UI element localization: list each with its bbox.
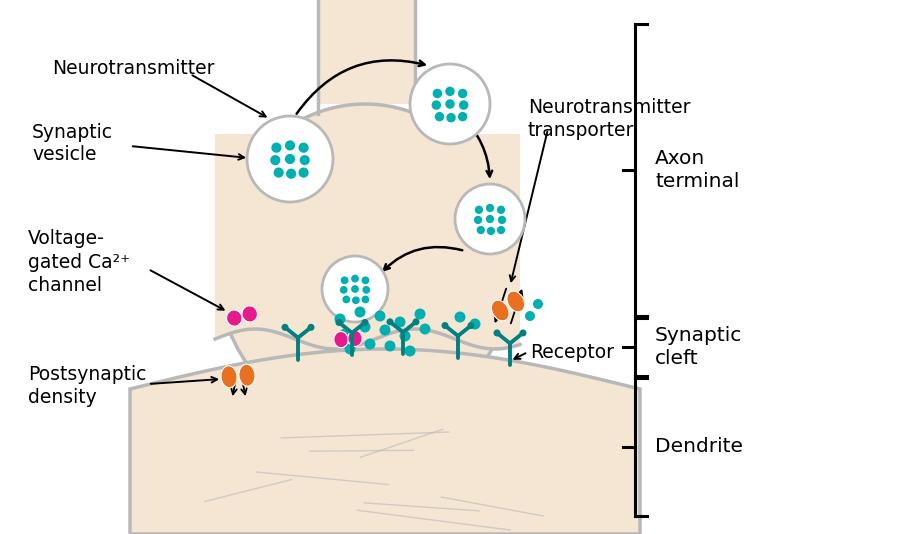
Circle shape	[339, 328, 350, 340]
Polygon shape	[318, 0, 415, 104]
Circle shape	[415, 309, 426, 319]
Circle shape	[419, 324, 430, 334]
Ellipse shape	[221, 366, 237, 388]
Circle shape	[285, 140, 295, 151]
Circle shape	[446, 113, 455, 122]
Text: Receptor: Receptor	[530, 342, 614, 362]
Circle shape	[442, 322, 448, 329]
Circle shape	[364, 339, 375, 349]
Circle shape	[446, 99, 454, 109]
Circle shape	[474, 216, 482, 224]
Circle shape	[355, 307, 365, 318]
Circle shape	[410, 64, 490, 144]
Circle shape	[493, 329, 500, 336]
Text: Postsynaptic
density: Postsynaptic density	[28, 365, 147, 407]
Text: Synaptic
cleft: Synaptic cleft	[655, 326, 742, 368]
Circle shape	[270, 155, 281, 165]
Circle shape	[467, 322, 474, 329]
Circle shape	[459, 100, 468, 110]
Circle shape	[497, 226, 505, 234]
Circle shape	[359, 321, 371, 333]
Circle shape	[271, 143, 282, 153]
Circle shape	[458, 112, 467, 121]
Text: Voltage-
gated Ca²⁺
channel: Voltage- gated Ca²⁺ channel	[28, 229, 130, 295]
Ellipse shape	[347, 331, 362, 347]
Circle shape	[351, 274, 359, 282]
Circle shape	[299, 168, 309, 178]
Circle shape	[374, 310, 385, 321]
Ellipse shape	[227, 310, 242, 326]
Ellipse shape	[491, 300, 509, 321]
Circle shape	[475, 206, 483, 214]
Circle shape	[470, 318, 481, 329]
Circle shape	[342, 295, 350, 303]
Circle shape	[519, 329, 526, 336]
Text: Axon
terminal: Axon terminal	[655, 149, 740, 191]
Ellipse shape	[507, 291, 525, 312]
Circle shape	[362, 295, 369, 303]
Circle shape	[432, 100, 441, 110]
Circle shape	[458, 89, 467, 98]
Circle shape	[386, 318, 393, 325]
Polygon shape	[130, 349, 640, 534]
Circle shape	[497, 206, 505, 214]
Ellipse shape	[334, 332, 348, 348]
Circle shape	[300, 155, 310, 165]
Circle shape	[404, 345, 416, 357]
Circle shape	[454, 311, 465, 323]
Ellipse shape	[217, 104, 513, 428]
Circle shape	[533, 299, 543, 309]
Circle shape	[335, 313, 346, 325]
Circle shape	[477, 226, 485, 234]
Text: Dendrite: Dendrite	[655, 437, 743, 457]
Ellipse shape	[238, 364, 255, 386]
Circle shape	[362, 319, 368, 326]
Circle shape	[247, 116, 333, 202]
Polygon shape	[215, 134, 520, 349]
Circle shape	[340, 286, 347, 294]
Circle shape	[322, 256, 388, 322]
Circle shape	[486, 215, 494, 223]
Circle shape	[363, 286, 370, 294]
Circle shape	[299, 143, 309, 153]
Text: Synaptic
vesicle: Synaptic vesicle	[32, 123, 113, 164]
Circle shape	[412, 318, 419, 325]
Circle shape	[341, 277, 348, 284]
Circle shape	[433, 89, 442, 98]
Circle shape	[394, 317, 406, 327]
Circle shape	[384, 341, 395, 351]
Circle shape	[487, 227, 495, 235]
Circle shape	[400, 331, 410, 342]
Circle shape	[352, 296, 360, 304]
Circle shape	[308, 324, 314, 331]
Circle shape	[380, 325, 391, 335]
Circle shape	[498, 216, 506, 224]
Circle shape	[435, 112, 445, 121]
Circle shape	[286, 169, 296, 179]
Circle shape	[525, 311, 535, 321]
Circle shape	[446, 87, 454, 96]
Text: Neurotransmitter
transporter: Neurotransmitter transporter	[528, 98, 690, 140]
Circle shape	[274, 168, 284, 178]
Circle shape	[455, 184, 525, 254]
Circle shape	[345, 343, 356, 355]
Ellipse shape	[242, 306, 257, 322]
Circle shape	[362, 277, 369, 284]
Circle shape	[351, 285, 359, 293]
Circle shape	[285, 154, 295, 164]
Circle shape	[282, 324, 289, 331]
Circle shape	[486, 204, 494, 212]
Text: Neurotransmitter: Neurotransmitter	[52, 59, 214, 77]
Circle shape	[336, 319, 343, 326]
